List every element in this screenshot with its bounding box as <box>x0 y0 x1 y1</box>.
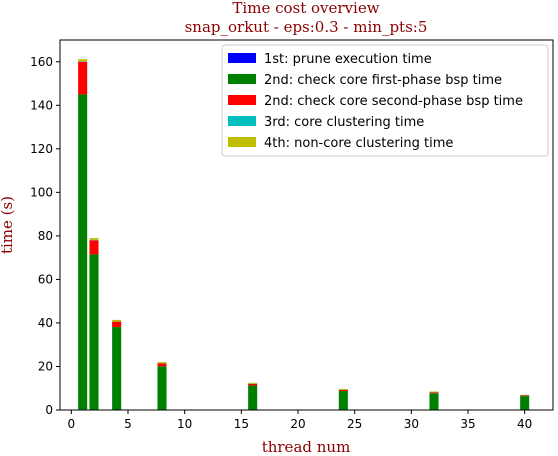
bars-layer <box>78 59 530 410</box>
y-tick-label: 0 <box>45 403 53 417</box>
y-tick-label: 20 <box>38 359 53 373</box>
bar-segment-series5-x24 <box>338 388 348 390</box>
bar-segment-series3-x40 <box>520 395 530 397</box>
bar-segment-series3-x8 <box>157 363 167 367</box>
legend-entry: 2nd: check core second-phase bsp time <box>264 94 523 109</box>
bar-segment-series5-x32 <box>429 391 439 393</box>
bar-segment-series5-x8 <box>157 362 167 364</box>
bar-segment-series3-x16 <box>248 383 258 386</box>
y-tick-label: 60 <box>38 272 53 286</box>
legend-swatch <box>228 53 256 63</box>
bar-segment-series2-x1 <box>78 94 88 410</box>
bar-segment-series5-x2 <box>89 238 99 240</box>
legend-entry: 3rd: core clustering time <box>264 115 424 130</box>
bar-segment-series3-x24 <box>338 389 348 392</box>
bar-segment-series5-x4 <box>112 319 122 322</box>
y-tick-label: 160 <box>30 55 53 69</box>
bar-segment-series5-x16 <box>248 382 258 384</box>
x-tick-label: 10 <box>177 417 192 431</box>
chart-title: Time cost overview <box>232 0 379 17</box>
legend-swatch <box>228 116 256 126</box>
bar-segment-series2-x24 <box>338 391 348 410</box>
bar-segment-series3-x1 <box>78 61 88 95</box>
bar-segment-series5-x1 <box>78 59 88 62</box>
x-tick-label: 35 <box>460 417 475 431</box>
legend-swatch <box>228 95 256 105</box>
legend: 1st: prune execution time 2nd: check core… <box>221 44 549 157</box>
legend-swatch <box>228 74 256 84</box>
y-tick-label: 80 <box>38 229 53 243</box>
bar-segment-series2-x40 <box>520 396 530 410</box>
y-tick-label: 40 <box>38 316 53 330</box>
bar-segment-series2-x16 <box>248 385 258 410</box>
x-tick-label: 25 <box>347 417 362 431</box>
legend-entry: 1st: prune execution time <box>264 52 432 67</box>
bar-segment-series2-x2 <box>89 254 99 410</box>
x-axis: 0 5 10 15 20 25 30 35 40 <box>68 410 532 431</box>
x-tick-label: 30 <box>404 417 419 431</box>
y-tick-label: 120 <box>30 142 53 156</box>
bar-segment-series3-x2 <box>89 240 99 255</box>
y-tick-label: 100 <box>30 185 53 199</box>
y-axis-label: time (s) <box>0 196 16 254</box>
x-tick-label: 40 <box>517 417 532 431</box>
legend-box <box>221 44 549 157</box>
bar-segment-series3-x4 <box>112 321 122 328</box>
bar-segment-series3-x32 <box>429 392 439 394</box>
bar-segment-series2-x8 <box>157 366 167 410</box>
x-tick-label: 20 <box>290 417 305 431</box>
legend-entry: 4th: non-core clustering time <box>264 136 453 151</box>
chart-subtitle: snap_orkut - eps:0.3 - min_pts:5 <box>185 18 428 36</box>
bar-segment-series2-x4 <box>112 327 122 410</box>
legend-entry: 2nd: check core first-phase bsp time <box>264 73 502 88</box>
y-axis: 0 20 40 60 80 100 120 140 160 <box>30 55 60 417</box>
y-tick-label: 140 <box>30 98 53 112</box>
x-tick-label: 5 <box>124 417 132 431</box>
x-axis-label: thread num <box>262 438 351 456</box>
x-tick-label: 15 <box>234 417 249 431</box>
legend-swatch <box>228 137 256 147</box>
bar-segment-series2-x32 <box>429 393 439 410</box>
x-tick-label: 0 <box>68 417 76 431</box>
plot-frame <box>59 39 554 411</box>
